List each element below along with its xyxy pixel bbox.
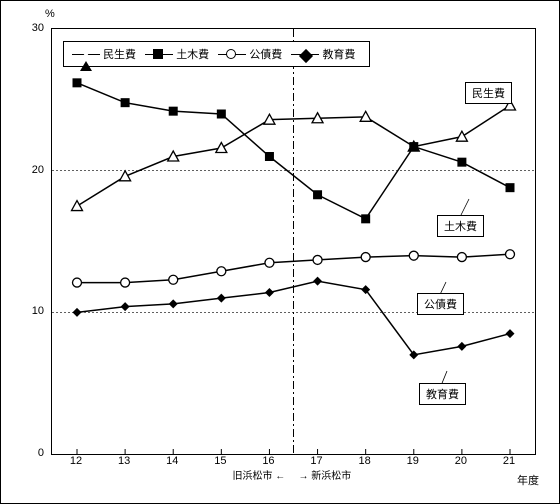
legend-label: 民生費 xyxy=(103,49,136,61)
y-axis-label: % xyxy=(45,8,55,20)
diamond-icon xyxy=(299,49,313,63)
y-tick-label: 10 xyxy=(32,305,44,317)
x-tick-label: 17 xyxy=(310,455,322,467)
note-old-city: 旧浜松市 ← xyxy=(233,467,286,482)
square-icon xyxy=(153,49,163,59)
series-annotation: 民生費 xyxy=(465,82,512,104)
legend-item-doboku: 土木費 xyxy=(145,46,209,62)
y-tick-label: 0 xyxy=(38,447,44,459)
x-axis-label: 年度 xyxy=(517,472,539,488)
legend-item-kyouiku: 教育費 xyxy=(291,46,355,62)
series-annotation: 公債費 xyxy=(417,293,464,315)
y-tick-label: 20 xyxy=(32,164,44,176)
y-tick-label: 30 xyxy=(32,22,44,34)
legend-label: 公債費 xyxy=(249,49,282,61)
x-tick-label: 13 xyxy=(118,455,130,467)
series-annotation: 教育費 xyxy=(419,383,466,405)
chart-container: % 年度 0 10 20 30 12 13 14 15 16 17 18 19 20 21 民生費 土木… xyxy=(0,0,560,504)
legend-label: 教育費 xyxy=(322,49,355,61)
series-annotation: 土木費 xyxy=(437,215,484,237)
x-tick-label: 14 xyxy=(166,455,178,467)
x-tick-label: 16 xyxy=(262,455,274,467)
circle-icon xyxy=(226,49,236,59)
x-tick-label: 12 xyxy=(70,455,82,467)
x-tick-label: 15 xyxy=(214,455,226,467)
legend-label: 土木費 xyxy=(176,49,209,61)
legend-item-minsei: 民生費 xyxy=(72,46,136,62)
x-tick-label: 19 xyxy=(407,455,419,467)
legend-item-kousai: 公債費 xyxy=(218,46,282,62)
x-tick-label: 20 xyxy=(455,455,467,467)
triangle-icon xyxy=(80,49,92,71)
x-tick-label: 21 xyxy=(503,455,515,467)
legend: 民生費 土木費 公債費 教育費 xyxy=(63,41,370,67)
x-tick-label: 18 xyxy=(359,455,371,467)
note-new-city: → 新浜松市 xyxy=(299,467,352,482)
